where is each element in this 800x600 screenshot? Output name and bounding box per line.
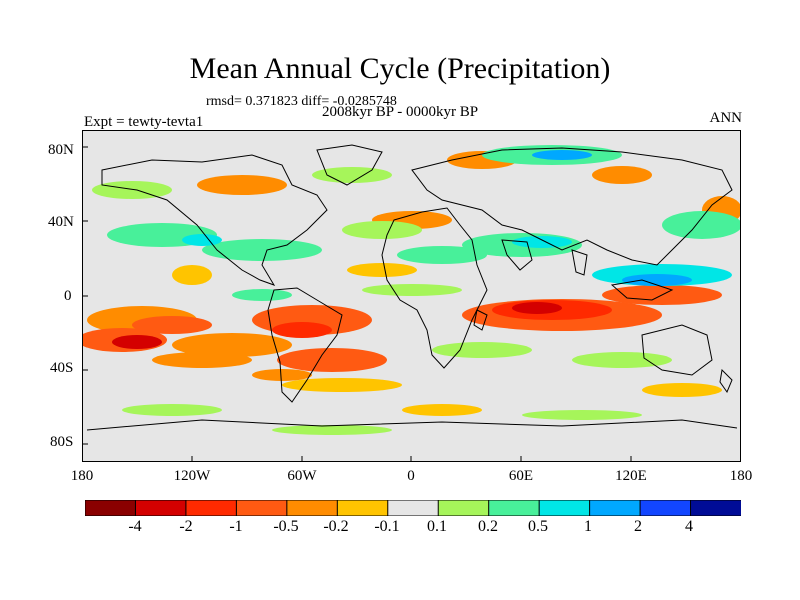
lat-ticks [82, 146, 88, 445]
lon-label-180e: 180 [729, 468, 753, 484]
colorbar-swatch [85, 500, 137, 516]
colorbar-swatch [538, 500, 591, 516]
lon-label-120e: 120E [615, 468, 647, 484]
colorbar-label: -0.5 [273, 518, 299, 535]
colorbar-swatch [134, 500, 187, 516]
colorbar-label: -4 [128, 518, 142, 535]
precip-anomaly-map [82, 130, 741, 462]
colorbar-label: 0.1 [427, 518, 447, 535]
colorbar-swatch [185, 500, 238, 516]
colorbar-swatch [387, 500, 440, 516]
colorbar-label: -2 [179, 518, 193, 535]
lat-label-eq: 0 [64, 288, 72, 304]
colorbar-swatch [437, 500, 490, 516]
map-title: Mean Annual Cycle (Precipitation) [189, 52, 611, 85]
period-label: 2008kyr BP - 0000kyr BP [322, 104, 479, 120]
coastlines [86, 144, 738, 431]
lat-label-40n: 40N [48, 214, 74, 230]
colorbar-label: -1 [229, 518, 243, 535]
drying-regions [82, 151, 741, 416]
wetting-regions [92, 145, 741, 435]
lon-label-60w: 60W [287, 468, 317, 484]
stats-line: rmsd= 0.371823 diff= -0.0285748 [206, 94, 397, 109]
colorbar-swatch [336, 500, 389, 516]
colorbar-label: 2 [634, 518, 642, 535]
lon-label-0: 0 [407, 468, 415, 484]
colorbar-label: -0.1 [374, 518, 400, 535]
lon-label-180w: 180 [70, 468, 94, 484]
lat-label-40s: 40S [50, 360, 74, 376]
lon-label-120w: 120W [173, 468, 211, 484]
colorbar-swatch [488, 500, 541, 516]
colorbar-label: -0.2 [323, 518, 349, 535]
lon-ticks [191, 456, 632, 462]
colorbar-label: 0.5 [528, 518, 548, 535]
colorbar-swatch [589, 500, 642, 516]
experiment-label: Expt = tewty-tevta1 [84, 114, 204, 130]
colorbar-swatch [639, 500, 692, 516]
colorbar-label: 0.2 [478, 518, 498, 535]
lat-label-80n: 80N [48, 142, 74, 158]
colorbar-swatch [286, 500, 339, 516]
colorbar-swatch [235, 500, 288, 516]
season-label: ANN [709, 110, 743, 126]
lon-label-60e: 60E [508, 468, 534, 484]
colorbar-label: 1 [584, 518, 592, 535]
colorbar-label: 4 [685, 518, 693, 535]
lat-label-80s: 80S [50, 434, 74, 450]
colorbar-swatch [690, 500, 741, 516]
colorbar [85, 500, 741, 516]
